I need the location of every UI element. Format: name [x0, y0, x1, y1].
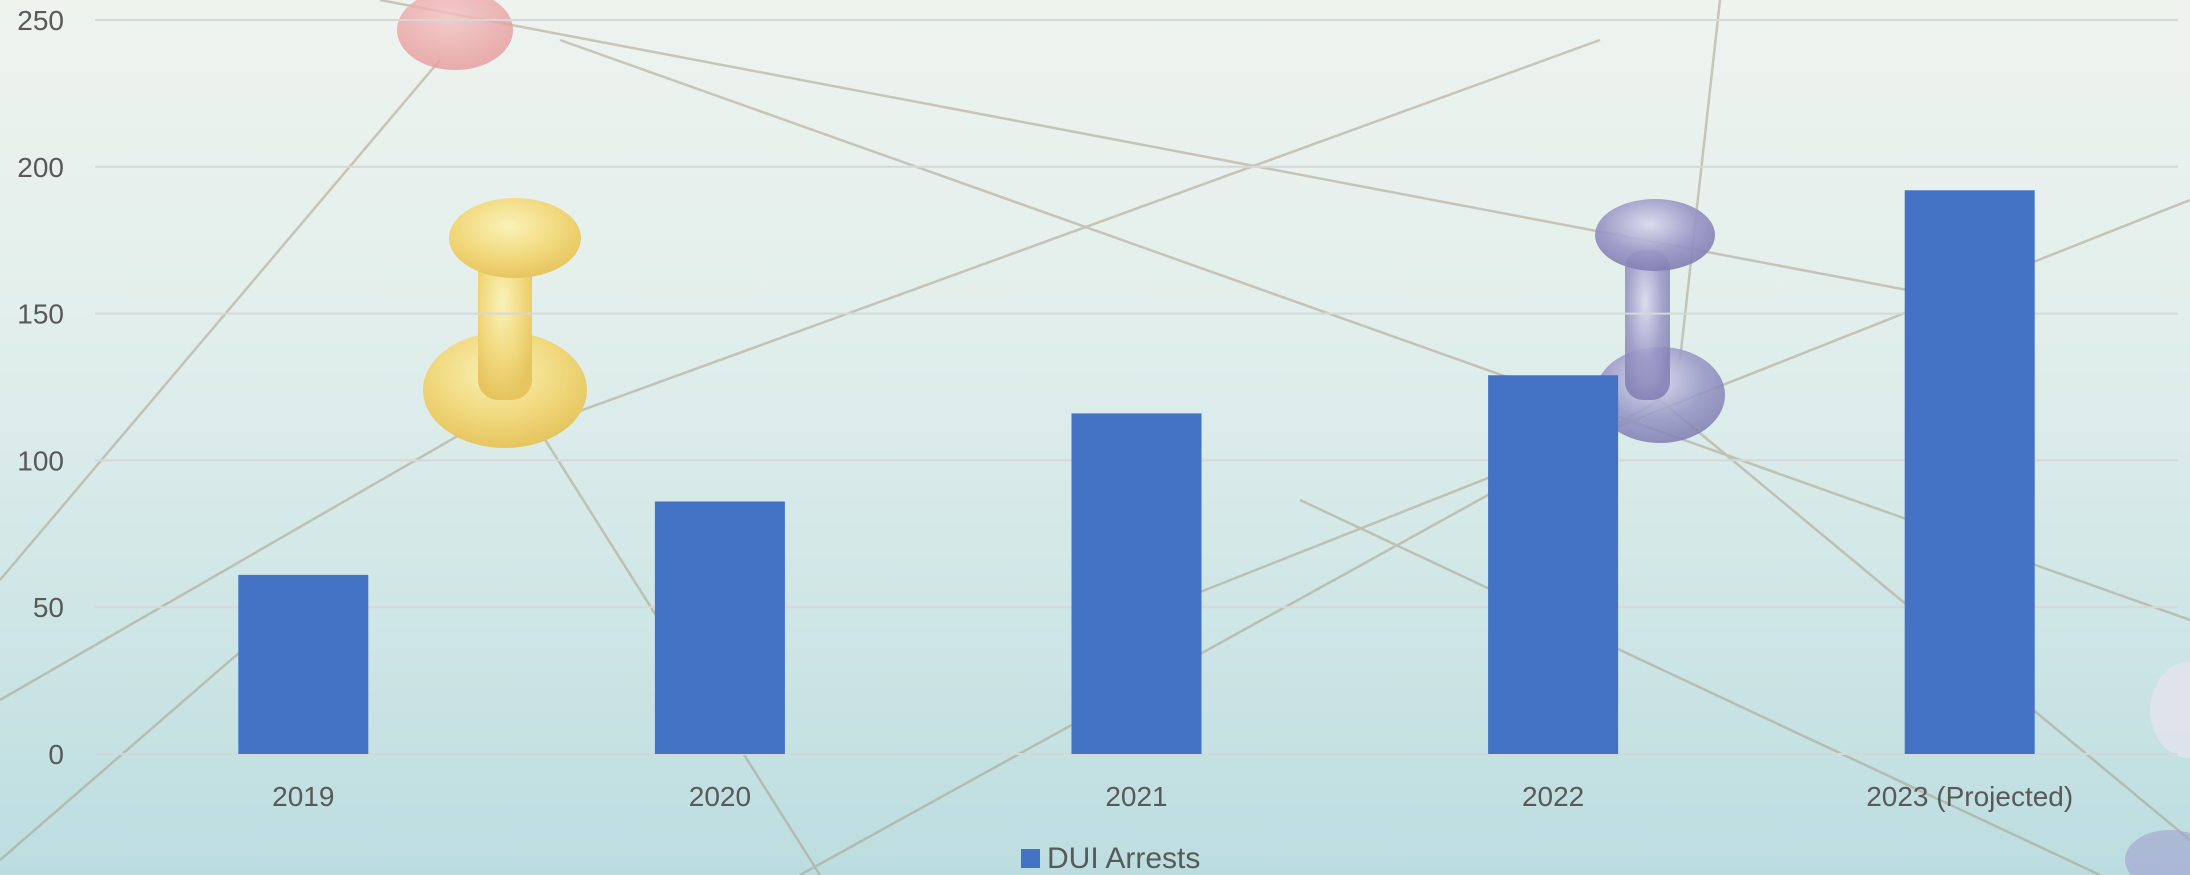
- y-tick-label: 0: [48, 739, 64, 770]
- legend-swatch: [1021, 849, 1040, 868]
- bar-2021: [1071, 413, 1202, 754]
- x-tick-label: 2021: [1105, 781, 1167, 812]
- bar-2020: [654, 501, 785, 754]
- legend-label: DUI Arrests: [1047, 842, 1200, 875]
- x-axis: 2019 2020 2021 2022 2023 (Projected): [272, 781, 2073, 812]
- bars: [238, 190, 2035, 755]
- y-axis: 0 50 100 150 200 250: [17, 5, 64, 770]
- y-tick-label: 150: [17, 299, 64, 330]
- y-tick-label: 250: [17, 5, 64, 36]
- x-tick-label: 2023 (Projected): [1866, 781, 2073, 812]
- y-tick-label: 200: [17, 152, 64, 183]
- x-tick-label: 2019: [272, 781, 334, 812]
- legend: DUI Arrests: [1021, 842, 1200, 875]
- bar-2022: [1488, 375, 1619, 754]
- y-tick-label: 50: [33, 592, 64, 623]
- bar-2023-projected: [1904, 190, 2035, 755]
- x-tick-label: 2022: [1522, 781, 1584, 812]
- x-tick-label: 2020: [689, 781, 751, 812]
- y-tick-label: 100: [17, 445, 64, 476]
- bar-2019: [238, 574, 369, 754]
